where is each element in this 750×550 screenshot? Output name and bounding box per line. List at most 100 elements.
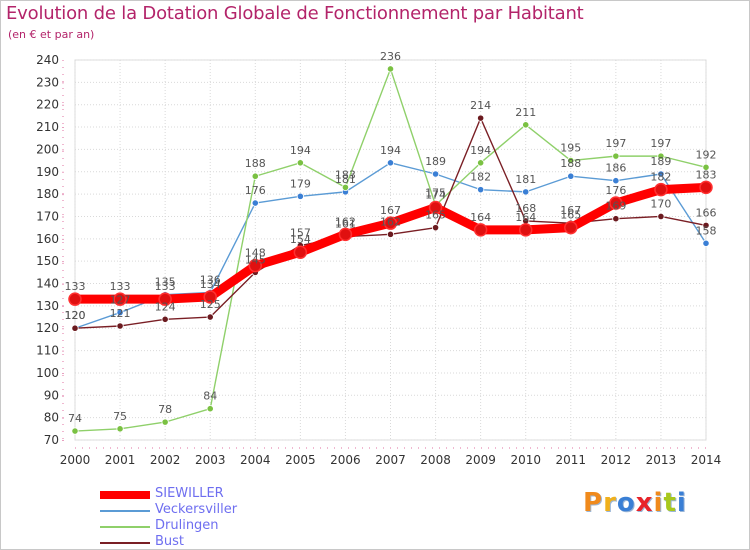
- data-label-siewiller: 176: [605, 184, 626, 197]
- y-tick-label: 140: [36, 277, 59, 291]
- data-label-bust: 162: [380, 215, 401, 228]
- data-label-bust: 166: [696, 206, 717, 219]
- data-point-siewiller: [248, 258, 263, 273]
- data-label-bust: 168: [515, 202, 536, 215]
- data-label-drulingen: 188: [245, 157, 266, 170]
- data-point-siewiller: [383, 216, 398, 230]
- legend-item-siewiller: SIEWILLER: [100, 486, 300, 502]
- data-label-drulingen: 183: [335, 168, 356, 181]
- data-point-bust: [612, 215, 620, 223]
- data-label-bust: 157: [290, 227, 311, 240]
- x-tick-label: 2010: [510, 453, 541, 467]
- data-label-drulingen: 192: [696, 148, 717, 161]
- data-label-drulingen: 194: [470, 144, 491, 157]
- data-label-siewiller: 134: [200, 278, 221, 291]
- data-label-siewiller: 133: [155, 280, 176, 293]
- data-point-siewiller: [564, 220, 578, 235]
- data-point-siewiller: [428, 200, 443, 215]
- data-point-drulingen: [251, 172, 259, 180]
- data-label-drulingen: 195: [560, 142, 581, 155]
- data-label-veckersviller: 189: [650, 155, 671, 168]
- data-label-veckersviller: 194: [380, 144, 401, 157]
- x-tick-label: 2004: [240, 453, 271, 467]
- data-point-drulingen: [161, 418, 169, 426]
- chart-title: Evolution de la Dotation Globale de Fonc…: [6, 3, 584, 24]
- data-point-veckersviller: [116, 308, 124, 317]
- x-tick-label: 2001: [105, 453, 136, 467]
- data-point-veckersviller: [567, 172, 575, 180]
- y-tick-label: 150: [36, 254, 59, 268]
- data-label-veckersviller: 135: [155, 276, 176, 289]
- legend-swatch: [100, 510, 150, 512]
- data-label-bust: 167: [560, 204, 581, 217]
- legend-label: Drulingen: [155, 518, 219, 533]
- data-label-veckersviller: 186: [605, 162, 626, 175]
- data-label-veckersviller: 158: [696, 224, 717, 237]
- data-point-bust: [161, 315, 169, 323]
- data-label-drulingen: 197: [650, 137, 671, 150]
- data-label-drulingen: 197: [605, 137, 626, 150]
- data-point-bust: [702, 221, 710, 230]
- data-point-drulingen: [657, 152, 665, 160]
- data-label-bust: 169: [605, 200, 626, 213]
- data-point-veckersviller: [657, 170, 665, 178]
- data-label-bust: 145: [245, 253, 266, 266]
- data-label-veckersviller: 179: [290, 177, 311, 190]
- data-label-siewiller: 154: [290, 233, 311, 246]
- data-label-siewiller: 183: [696, 168, 717, 181]
- legend-item-veckersviller: Veckersviller: [100, 502, 300, 518]
- x-tick-label: 2003: [195, 453, 226, 467]
- data-point-bust: [657, 212, 665, 221]
- legend-swatch: [100, 526, 150, 528]
- data-point-bust: [206, 313, 214, 321]
- data-point-siewiller: [113, 292, 127, 306]
- data-label-siewiller: 164: [515, 211, 536, 224]
- data-point-drulingen: [522, 121, 530, 129]
- y-tick-label: 90: [44, 388, 59, 402]
- y-tick-label: 170: [36, 209, 59, 223]
- data-point-drulingen: [206, 405, 214, 413]
- data-label-siewiller: 182: [650, 171, 671, 184]
- proxiti-logo: Proxiti: [583, 488, 687, 518]
- y-tick-label: 130: [36, 299, 59, 313]
- x-tick-label: 2007: [375, 453, 406, 467]
- data-point-veckersviller: [477, 186, 485, 194]
- data-point-veckersviller: [612, 177, 620, 185]
- data-point-drulingen: [296, 159, 304, 167]
- data-point-bust: [71, 324, 79, 332]
- data-point-siewiller: [609, 196, 623, 210]
- data-point-bust: [116, 322, 124, 330]
- data-point-drulingen: [702, 163, 710, 171]
- data-point-veckersviller: [296, 192, 304, 200]
- y-tick-label: 110: [36, 344, 59, 358]
- y-tick-label: 210: [36, 120, 59, 134]
- x-tick-label: 2013: [646, 453, 677, 467]
- x-tick-label: 2008: [420, 453, 451, 467]
- x-tick-label: 2000: [60, 453, 91, 467]
- x-tick-label: 2012: [601, 453, 632, 467]
- x-tick-label: 2009: [465, 453, 496, 467]
- data-point-drulingen: [567, 156, 575, 165]
- data-label-veckersviller: 136: [200, 273, 221, 286]
- data-label-bust: 125: [200, 298, 221, 311]
- data-label-drulingen: 75: [113, 410, 127, 423]
- data-label-siewiller: 165: [560, 209, 581, 222]
- data-point-siewiller: [338, 227, 353, 242]
- data-label-veckersviller: 181: [515, 173, 536, 186]
- y-tick-label: 120: [36, 321, 59, 335]
- data-label-drulingen: 84: [203, 390, 217, 403]
- data-point-veckersviller: [431, 170, 440, 178]
- data-label-bust: 170: [650, 197, 671, 210]
- legend-item-drulingen: Drulingen: [100, 518, 300, 534]
- y-tick-label: 240: [36, 53, 59, 67]
- data-label-siewiller: 162: [335, 215, 356, 228]
- chart-subtitle: (en € et par an): [8, 28, 95, 41]
- x-tick-label: 2002: [150, 453, 181, 467]
- data-label-siewiller: 133: [110, 280, 131, 293]
- data-point-siewiller: [293, 245, 308, 259]
- data-point-siewiller: [203, 290, 217, 304]
- data-label-veckersviller: 120: [65, 309, 86, 322]
- data-label-bust: 121: [110, 307, 131, 320]
